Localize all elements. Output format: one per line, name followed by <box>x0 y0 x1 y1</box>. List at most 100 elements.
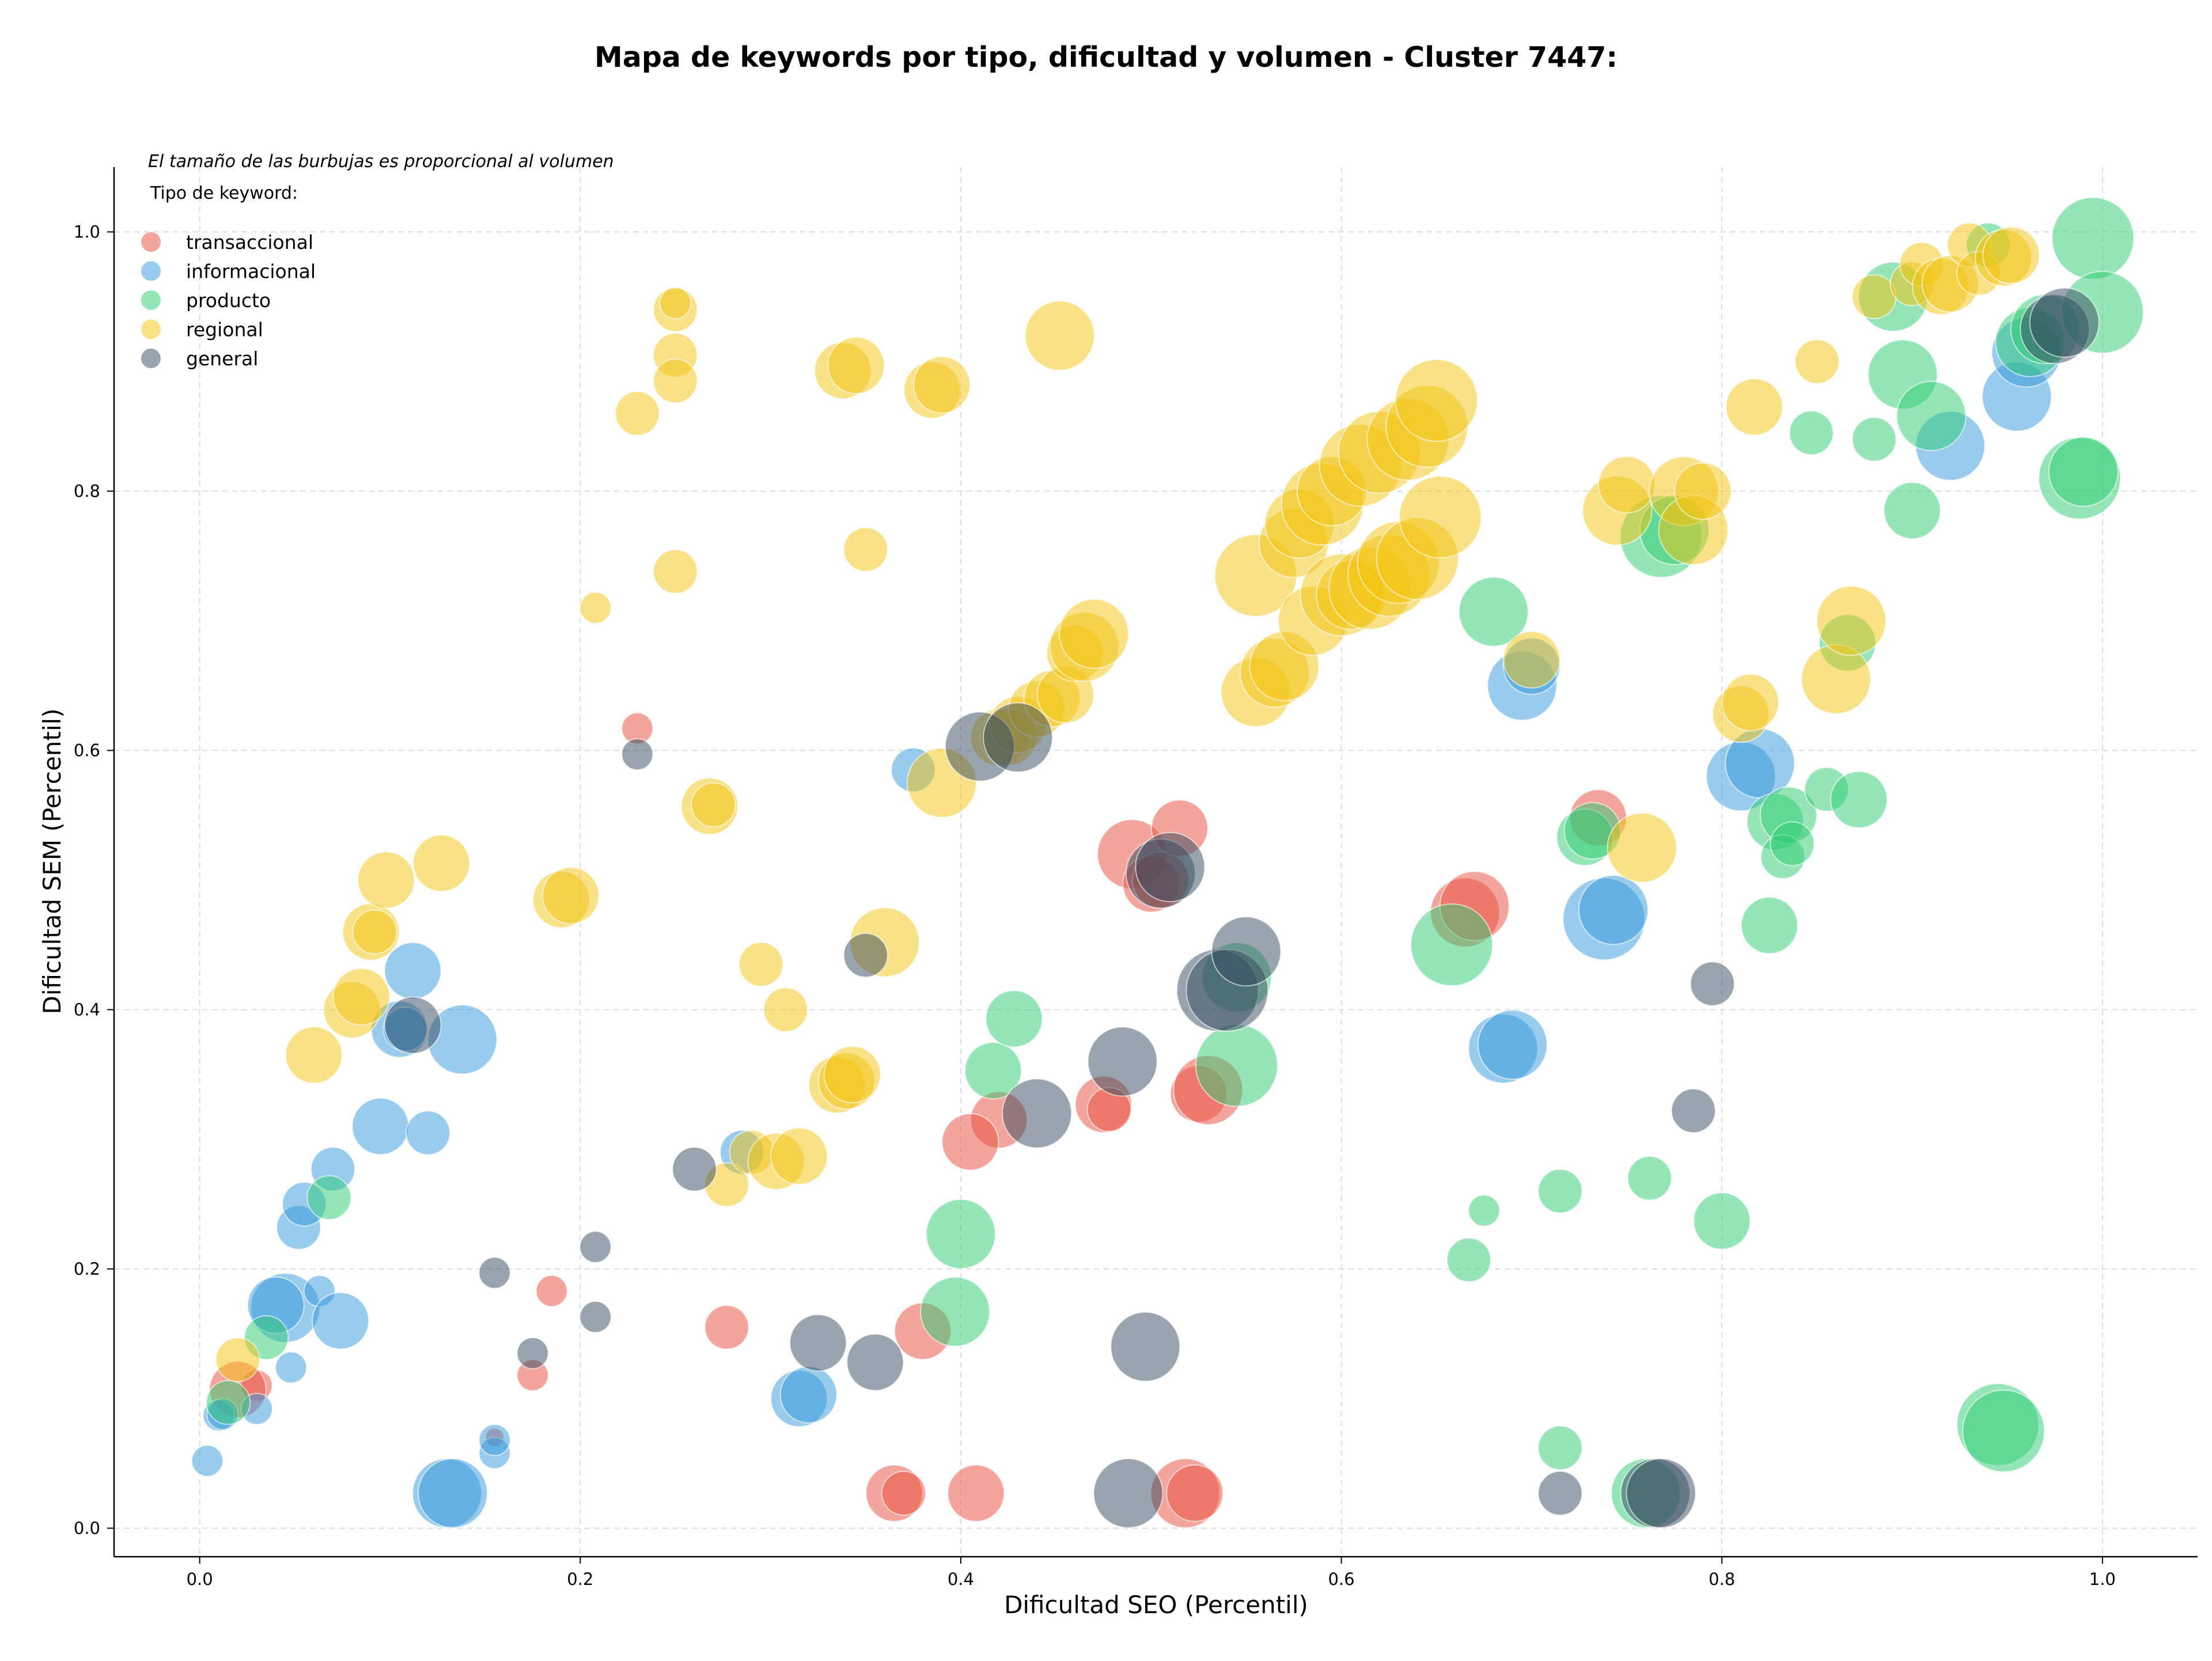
chart-title: Mapa de keywords por tipo, dificultad y … <box>594 41 1618 74</box>
data-point <box>2048 436 2119 507</box>
series-informacional <box>191 317 2062 1528</box>
y-tick-label: 1.0 <box>74 222 100 242</box>
data-point <box>1851 274 1897 319</box>
legend-marker <box>141 349 161 368</box>
series-regional <box>215 222 2040 1382</box>
data-point <box>1211 916 1282 987</box>
data-point <box>1110 1311 1181 1382</box>
data-point <box>1135 832 1206 902</box>
data-point <box>1740 896 1798 955</box>
data-point <box>983 702 1053 773</box>
data-point <box>1607 812 1677 883</box>
legend-marker <box>141 319 161 339</box>
data-point <box>1982 226 2040 284</box>
data-point <box>1087 1026 1158 1097</box>
data-point <box>1789 410 1834 456</box>
data-point <box>846 1333 904 1391</box>
data-point <box>691 782 736 827</box>
legend-entry: transaccional <box>186 231 313 253</box>
legend-entry: informacional <box>186 260 316 283</box>
legend-marker <box>141 290 161 310</box>
data-point <box>920 1276 990 1347</box>
data-point <box>352 909 397 955</box>
data-point <box>1002 1078 1073 1149</box>
legend-marker <box>141 232 161 252</box>
data-point <box>535 1274 568 1307</box>
data-point <box>1399 475 1482 559</box>
data-point <box>615 391 660 436</box>
data-point <box>351 1098 410 1155</box>
data-point <box>412 834 471 892</box>
data-point <box>2051 196 2135 280</box>
data-point <box>1883 482 1941 540</box>
data-point <box>206 1380 251 1425</box>
data-point <box>579 592 612 624</box>
data-point <box>1395 359 1478 442</box>
data-point <box>1690 961 1735 1007</box>
data-point <box>843 527 888 572</box>
data-point <box>621 738 654 771</box>
x-tick-label: 0.4 <box>948 1569 974 1589</box>
data-point <box>925 1198 996 1269</box>
y-tick-label: 0.2 <box>74 1259 100 1279</box>
data-point <box>1537 1470 1583 1516</box>
data-point <box>941 1113 999 1171</box>
data-point <box>1816 585 1887 656</box>
data-point <box>312 1292 370 1350</box>
data-point <box>659 287 692 320</box>
ticks: 0.0 0.2 0.4 0.6 0.8 1.0 0.0 0.2 0.4 0.6 0.8 1.0 <box>74 222 2116 1590</box>
data-point <box>704 1304 749 1350</box>
data-point <box>1770 821 1815 867</box>
data-point <box>947 1464 1005 1522</box>
x-tick-label: 0.6 <box>1328 1569 1354 1589</box>
data-point <box>1721 674 1779 732</box>
data-point <box>881 1470 926 1516</box>
data-point <box>1896 381 1967 451</box>
data-point <box>191 1444 224 1477</box>
data-point <box>579 1300 612 1333</box>
data-point <box>1477 1009 1548 1080</box>
data-point <box>418 1458 488 1528</box>
data-point <box>789 1314 847 1372</box>
x-tick-label: 0.8 <box>1709 1569 1735 1589</box>
data-point <box>823 1046 881 1103</box>
data-point <box>285 1026 343 1084</box>
legend-title: Tipo de keyword: <box>150 183 298 203</box>
data-point <box>406 1110 450 1156</box>
data-point <box>770 1127 828 1185</box>
data-point <box>1195 1024 1278 1107</box>
data-point <box>1627 1156 1672 1201</box>
legend-entry: regional <box>186 319 263 341</box>
y-tick-label: 0.0 <box>74 1519 100 1538</box>
data-point <box>215 1337 260 1382</box>
legend-marker <box>141 261 161 281</box>
data-point <box>306 1175 352 1220</box>
legend-entry: producto <box>186 289 271 312</box>
data-point <box>1598 456 1656 514</box>
data-point <box>516 1337 549 1369</box>
bubbles <box>191 196 2144 1528</box>
data-point <box>1166 1464 1224 1522</box>
data-point <box>1446 1237 1491 1282</box>
data-point <box>827 336 885 395</box>
axes <box>113 167 2198 1558</box>
data-point <box>1468 1194 1501 1227</box>
y-tick-label: 0.6 <box>74 741 100 760</box>
data-point <box>1671 1088 1716 1133</box>
data-point <box>478 1257 511 1289</box>
data-point <box>1410 903 1494 986</box>
data-point <box>541 867 600 925</box>
data-point <box>653 549 698 594</box>
legend-entry: general <box>186 347 258 370</box>
data-point <box>1502 631 1560 688</box>
data-point <box>964 1042 1022 1100</box>
y-tick-label: 0.4 <box>74 1000 100 1020</box>
x-tick-label: 0.2 <box>567 1569 593 1589</box>
data-point <box>1693 1192 1751 1250</box>
x-tick-label: 1.0 <box>2089 1569 2116 1589</box>
data-point <box>332 968 391 1026</box>
data-point <box>1059 599 1130 669</box>
data-point <box>1093 1458 1164 1528</box>
data-point <box>357 851 415 909</box>
data-point <box>1674 462 1732 520</box>
